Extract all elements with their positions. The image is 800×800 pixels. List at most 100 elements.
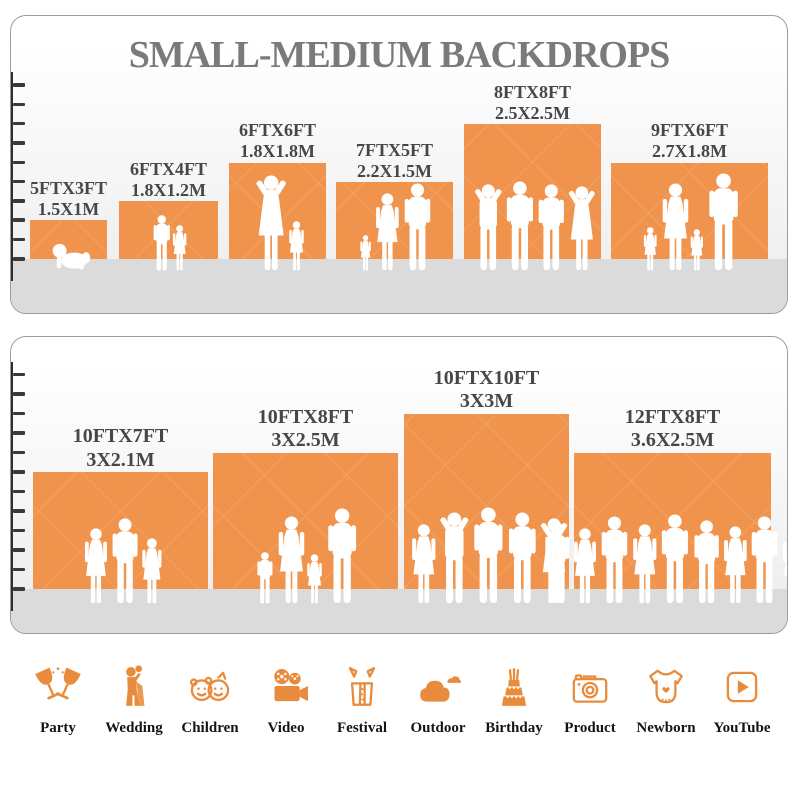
ruler-tick-mark <box>13 179 25 184</box>
ruler-tick-mark <box>13 528 25 533</box>
ruler-tick-number: 11 <box>11 388 12 401</box>
person-silhouette-man <box>107 518 143 604</box>
ruler-tick-mark <box>13 392 25 396</box>
backdrop-size-ft: 7FTX5FT <box>355 139 434 160</box>
ruler-tick-number: 6 <box>10 157 11 170</box>
ruler-tick-number: 7 <box>10 137 11 150</box>
backdrop-size-ft: 8FTX8FT <box>493 81 572 102</box>
category-item-product: Product <box>554 664 626 737</box>
person-silhouette-man <box>596 516 633 604</box>
category-item-outdoor: Outdoor <box>402 664 474 737</box>
ruler-tick-mark <box>13 587 25 591</box>
person-silhouette-girl <box>170 225 189 271</box>
ruler-tick-mark <box>13 372 25 377</box>
person-silhouette-man-up <box>470 184 507 271</box>
person-silhouette-woman-up <box>251 175 291 271</box>
person-silhouette-woman <box>80 528 112 604</box>
ruler-tick-number: 5 <box>10 505 11 518</box>
ruler-tick-mark <box>13 411 25 416</box>
ruler-tick-mark <box>13 141 25 145</box>
backdrop-size-m: 3X2.5M <box>271 429 340 452</box>
category-item-video: Video <box>250 664 322 737</box>
person-silhouette-girl <box>358 235 373 271</box>
video-icon <box>263 664 309 715</box>
backdrop-size-m: 3X3M <box>459 390 514 413</box>
person-silhouette-girl <box>304 554 325 604</box>
small-medium-backdrops-panel: SMALL-MEDIUM BACKDROPS 1 2 3 4 5 6 7 8 910 5FTX3F… <box>10 15 788 314</box>
ruler-tick-number: 8 <box>10 447 11 460</box>
category-item-newborn: Newborn <box>630 664 702 737</box>
ruler-tick-mark <box>13 257 25 261</box>
category-item-party: Party <box>22 664 94 737</box>
backdrop-size-ft: 10FTX8FT <box>257 405 354 428</box>
children-icon <box>187 664 233 715</box>
category-label: Product <box>564 720 616 736</box>
backdrop-rect-7ftx5ft <box>336 181 453 260</box>
category-icons-row: Party Wedding Children Video Festival Ou… <box>22 664 778 737</box>
backdrop-rect-6ftx4ft <box>119 201 218 259</box>
category-item-wedding: Wedding <box>98 664 170 737</box>
backdrop-label: 8FTX8FT 2.5X2.5M <box>494 82 571 124</box>
person-silhouette-woman <box>371 193 404 271</box>
person-silhouette-girl <box>641 227 659 271</box>
ruler-tick-mark <box>13 489 25 494</box>
newborn-icon <box>643 664 689 715</box>
person-silhouette-man <box>322 508 362 604</box>
ruler-tick-number: 9 <box>10 427 11 440</box>
category-label: Newborn <box>636 720 696 736</box>
backdrop-size-ft: 12FTX8FT <box>624 405 721 428</box>
backdrop-size-m: 2.5X2.5M <box>494 102 570 123</box>
person-silhouette-girl <box>688 229 706 271</box>
person-silhouette-woman <box>719 526 752 604</box>
party-icon <box>35 664 81 715</box>
floor-area <box>11 589 787 633</box>
backdrop-rect-9ftx6ft <box>611 162 768 259</box>
ruler-tick-number: 10 <box>11 79 12 92</box>
person-silhouette-woman <box>628 524 662 604</box>
ruler-tick-number: 3 <box>10 214 11 227</box>
backdrop-label: 6FTX4FT 1.8X1.2M <box>130 159 207 201</box>
ruler-tick-number: 9 <box>10 99 11 112</box>
backdrop-size-m: 1.8X1.2M <box>130 180 206 201</box>
backdrop-size-ft: 6FTX6FT <box>238 120 317 141</box>
person-silhouette-woman <box>407 524 441 604</box>
category-label: Video <box>267 720 305 736</box>
wedding-icon <box>111 664 157 715</box>
page-title: SMALL-MEDIUM BACKDROPS <box>128 34 671 76</box>
ruler-tick-number: 1 <box>10 583 11 596</box>
ruler-axis-line <box>11 72 13 281</box>
backdrop-label: 10FTX7FT 3X2.1M <box>73 425 169 472</box>
large-backdrops-panel: 12345678910111210FTX7FT3X2.1M10FTX8FT3X2… <box>10 336 788 634</box>
person-silhouette-man <box>746 516 783 604</box>
ruler-tick-mark <box>13 567 25 572</box>
backdrop-label: 12FTX8FT 3.6X2.5M <box>625 406 721 453</box>
ruler-tick-mark <box>13 218 25 222</box>
person-silhouette-man <box>540 522 574 604</box>
person-silhouette-woman <box>778 528 787 604</box>
person-silhouette-man <box>703 173 744 271</box>
person-silhouette-woman <box>569 528 601 604</box>
backdrop-label: 9FTX6FT 2.7X1.8M <box>651 120 728 162</box>
ruler-tick-number: 8 <box>10 118 11 131</box>
category-label: Birthday <box>485 720 543 736</box>
outdoor-icon <box>415 664 462 715</box>
backdrop-label: 6FTX6FT 1.8X1.8M <box>239 120 316 162</box>
person-silhouette-man <box>656 514 694 604</box>
person-silhouette-man <box>399 183 436 271</box>
person-silhouette-girl <box>286 221 307 271</box>
person-silhouette-man <box>468 507 509 604</box>
backdrop-label: 10FTX8FT 3X2.5M <box>258 406 354 453</box>
person-silhouette-girl <box>138 538 166 604</box>
ruler-tick-number: 3 <box>10 544 11 557</box>
backdrop-size-m: 3.6X2.5M <box>630 429 715 452</box>
person-silhouette-woman <box>657 183 694 271</box>
ruler-tick-number: 6 <box>10 486 11 499</box>
youtube-icon <box>719 664 765 715</box>
birthday-icon <box>491 664 537 715</box>
category-label: YouTube <box>713 720 771 736</box>
category-label: Party <box>40 720 76 736</box>
backdrop-size-ft: 5FTX3FT <box>29 178 108 199</box>
category-item-birthday: Birthday <box>478 664 550 737</box>
backdrop-label: 5FTX3FT 1.5X1M <box>30 178 107 220</box>
ruler-tick-mark <box>13 160 25 165</box>
